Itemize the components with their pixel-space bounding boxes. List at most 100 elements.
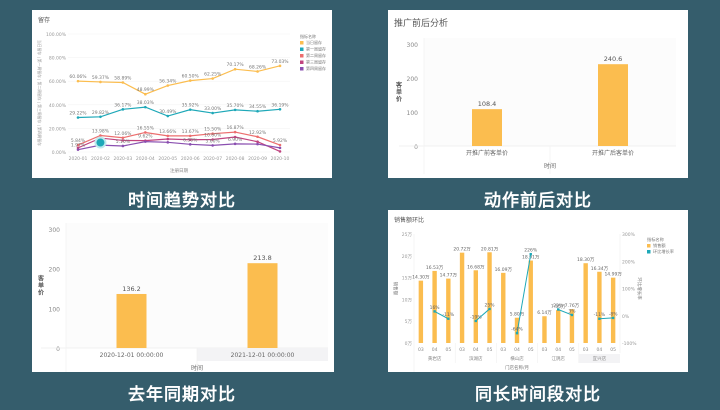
y-axis-label: 客	[395, 81, 403, 89]
data-point	[166, 84, 170, 87]
x-tick-label: 开推广后客单价	[592, 149, 634, 157]
y-tick-label: 60.00%	[49, 79, 67, 85]
x-tick-label: 2020-07	[203, 156, 222, 162]
x-tick-label: 2020-12-01 00:00:00	[100, 352, 164, 359]
data-point	[166, 137, 170, 141]
data-point	[144, 92, 147, 96]
month-tick-label: 05	[528, 347, 534, 353]
data-label: 10.60%	[204, 132, 222, 138]
bar	[473, 270, 478, 343]
x-axis-label: 时间	[544, 162, 556, 170]
data-point	[188, 138, 192, 142]
data-point	[211, 144, 214, 147]
data-label: 56.34%	[159, 79, 177, 85]
data-point	[188, 143, 192, 146]
data-point	[278, 143, 282, 147]
legend-label: 销售额	[653, 242, 666, 249]
group-hover-bg	[578, 354, 620, 363]
x-tick-label: 2020-10	[271, 156, 290, 162]
legend-label: 第三周留存	[306, 59, 326, 65]
bar	[610, 277, 616, 343]
group-tick-label: 滨湖店	[469, 355, 483, 362]
x-tick-label: 2020-09	[248, 156, 267, 162]
bar	[446, 278, 451, 343]
growth-label: -11%	[443, 312, 455, 318]
caption-same-period: 同长时间段对比	[475, 385, 601, 405]
month-tick-label: 03	[500, 347, 506, 353]
data-label: 5.60%	[206, 138, 221, 144]
promotion-chart-title: 推广前后分析	[394, 19, 449, 29]
bar	[487, 252, 492, 343]
bar	[583, 263, 588, 343]
growth-point	[515, 331, 519, 335]
data-point	[188, 79, 192, 82]
data-label: 5.84%	[71, 138, 86, 144]
bar-value-label: 240.6	[604, 55, 623, 63]
data-point	[233, 130, 237, 134]
data-point	[144, 105, 147, 109]
bar	[556, 310, 561, 343]
series-line	[77, 131, 281, 146]
data-label: 15.50%	[204, 127, 222, 133]
data-point	[278, 107, 282, 111]
retention-chart-title: 留存	[38, 17, 51, 24]
group-tick-label: 横山店	[510, 355, 524, 362]
growth-point	[474, 319, 477, 323]
x-axis-label: 注册日期	[170, 167, 188, 174]
y2-tick-label: 200%	[622, 259, 636, 265]
bar-value-label: 14.99万	[604, 272, 622, 278]
month-tick-label: 03	[583, 347, 589, 353]
growth-label: 3%	[568, 308, 576, 314]
y-tick-label: 20万	[402, 254, 413, 260]
legend-swatch-icon	[300, 60, 304, 64]
data-label: 36.17%	[114, 102, 132, 108]
legend-label: 第四周留存	[306, 65, 326, 71]
data-label: 5.10%	[116, 139, 131, 145]
cursor-highlight-icon	[94, 136, 107, 149]
bar	[598, 64, 628, 146]
y-tick-label: 25万	[402, 232, 413, 238]
bar-value-label: 108.4	[478, 100, 497, 108]
x-tick-label: 2020-03	[113, 156, 132, 162]
growth-line	[434, 310, 449, 320]
bar-value-label: 16.09万	[495, 267, 513, 273]
data-point	[166, 141, 170, 144]
data-label: 30.49%	[159, 109, 177, 115]
bar	[597, 271, 602, 343]
growth-line	[475, 308, 490, 322]
y-axis-label: 单	[396, 88, 402, 96]
bar	[459, 252, 465, 343]
plot-area	[424, 38, 676, 146]
legend-swatch-icon	[300, 47, 304, 51]
bar-value-label: 16.68万	[467, 264, 485, 270]
data-point	[76, 148, 80, 151]
y-tick-label: 15万	[402, 276, 413, 282]
month-tick-label: 05	[610, 347, 616, 353]
growth-point	[570, 313, 574, 317]
data-point	[233, 67, 237, 71]
data-point	[278, 150, 282, 153]
month-tick-label: 04	[514, 347, 520, 353]
data-point	[99, 80, 102, 84]
month-tick-label: 04	[555, 347, 561, 353]
data-point	[99, 134, 102, 137]
data-label: 1.97%	[71, 143, 86, 149]
y-tick-label: 100.00%	[46, 32, 67, 38]
data-point	[256, 135, 259, 139]
data-point	[76, 146, 80, 150]
legend-label: 当日留存	[306, 39, 322, 45]
data-point	[144, 140, 147, 143]
legend-swatch-icon	[300, 41, 304, 45]
bar-value-label: 5.80万	[510, 312, 525, 318]
x-tick-label: 开推广前客单价	[466, 149, 508, 157]
data-label: 68.26%	[249, 64, 267, 70]
month-tick-label: 03	[418, 347, 424, 353]
promotion-chart-panel: 推广前后分析 0 100 200 300 108.4 开推广前客单价 240.6 开推广后客单…	[388, 10, 688, 178]
data-point	[211, 111, 214, 115]
x-tick-label: 2020-08	[226, 156, 245, 162]
legend-swatch-icon	[300, 54, 304, 58]
data-point	[121, 136, 125, 140]
growth-point	[447, 317, 450, 320]
growth-point	[557, 308, 560, 311]
data-label: 62.25%	[204, 72, 222, 78]
